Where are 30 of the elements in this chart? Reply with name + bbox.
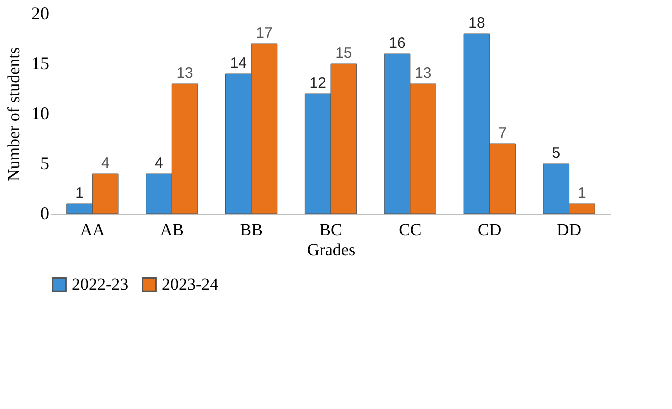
data-label: 17: [256, 25, 273, 42]
data-label: 4: [155, 155, 164, 172]
data-label: 14: [230, 55, 248, 72]
data-label: 4: [101, 155, 110, 172]
x-tick-label: CD: [478, 220, 502, 240]
data-label: 18: [468, 15, 486, 32]
x-tick-label: AB: [160, 220, 184, 240]
data-label: 1: [76, 185, 84, 202]
x-tick-label: AA: [80, 220, 106, 240]
y-tick-label: 20: [32, 4, 50, 24]
legend-label: 2023-24: [162, 274, 220, 294]
data-label: 13: [176, 65, 194, 82]
y-tick-label: 15: [32, 54, 50, 74]
data-label: 16: [389, 35, 406, 52]
x-tick-label: DD: [557, 220, 582, 240]
x-axis-title: Grades: [307, 240, 356, 260]
x-tick-label: CC: [399, 220, 422, 240]
y-tick-label: 0: [40, 204, 50, 224]
data-label: 5: [552, 145, 561, 162]
data-label: 13: [414, 65, 432, 82]
data-label: 7: [498, 125, 507, 142]
legend-label: 2022-23: [72, 274, 129, 294]
y-tick-label: 10: [32, 104, 50, 124]
x-tick-label: BB: [240, 220, 263, 240]
data-label: 1: [578, 185, 586, 202]
data-label: 15: [336, 45, 352, 62]
data-label: 12: [310, 75, 326, 92]
y-axis-title: Number of students: [4, 47, 24, 182]
y-tick-label: 5: [40, 154, 50, 174]
x-tick-label: BC: [320, 220, 342, 240]
